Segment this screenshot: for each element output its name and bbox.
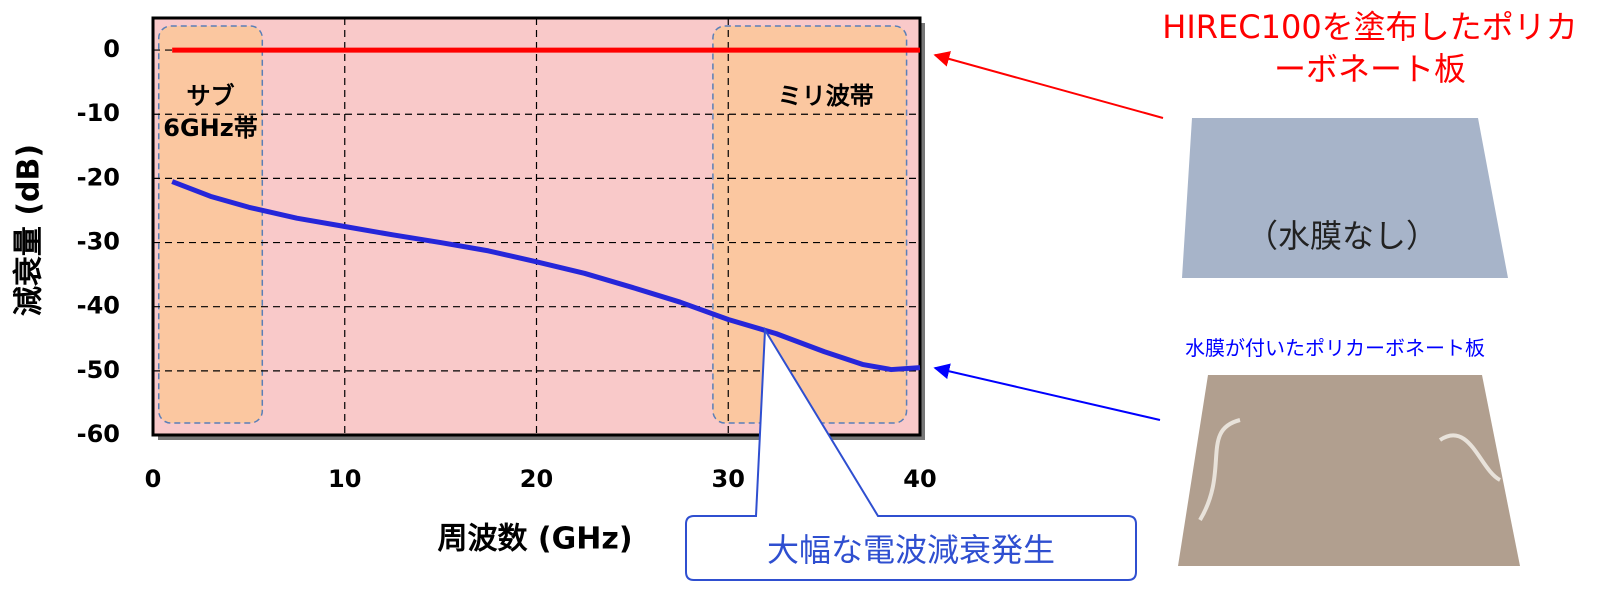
- y-tick-label: -20: [77, 163, 120, 191]
- y-tick-label: -50: [77, 356, 120, 384]
- x-tick-label: 20: [520, 465, 553, 493]
- x-tick-label: 40: [903, 465, 936, 493]
- y-tick-label: -60: [77, 420, 120, 448]
- y-tick-label: -30: [77, 228, 120, 256]
- y-axis-label: 減衰量 (dB): [12, 144, 47, 316]
- region-label: ミリ波帯: [746, 80, 906, 112]
- x-tick-label: 10: [328, 465, 361, 493]
- photo-wet: [1178, 375, 1520, 566]
- x-axis-label: 周波数 (GHz): [437, 522, 632, 557]
- page: 0 -10 -20 -30 -40 -50 -60 0 10 20 30 40 大幅な電波減衰発生 （…: [0, 0, 1599, 594]
- x-tick-label: 30: [712, 465, 745, 493]
- arrow: [935, 368, 1160, 420]
- arrow: [935, 55, 1163, 118]
- y-tick-label: -10: [77, 99, 120, 127]
- y-tick-label: -40: [77, 292, 120, 320]
- series-label: HIREC100を塗布したポリカーボネート板: [1160, 6, 1580, 90]
- photo-label: （水膜なし）: [1246, 217, 1438, 255]
- x-tick-label: 0: [145, 465, 162, 493]
- region-label: サブ 6GHz帯: [131, 80, 291, 144]
- callout: 大幅な電波減衰発生: [767, 531, 1055, 569]
- y-tick-label: 0: [103, 35, 120, 63]
- series-label: 水膜が付いたポリカーボネート板: [1110, 332, 1560, 361]
